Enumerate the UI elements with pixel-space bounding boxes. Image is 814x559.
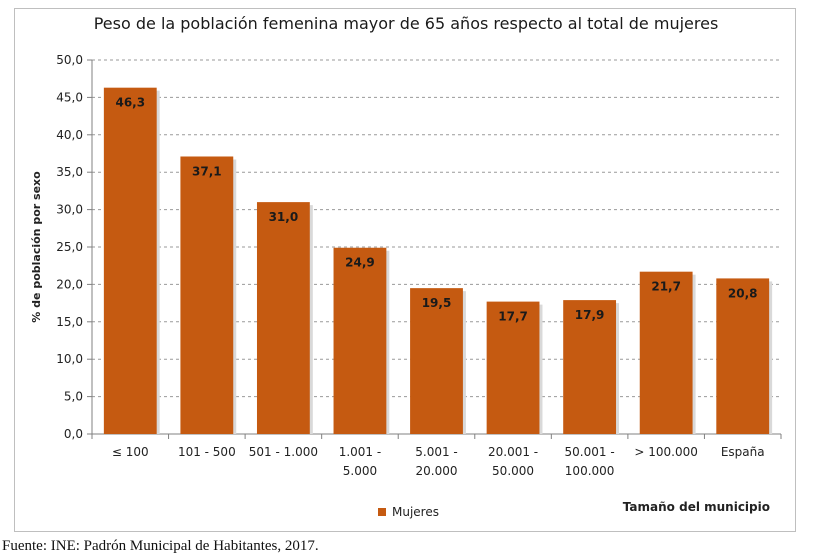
y-tick-label: 45,0 bbox=[56, 90, 83, 104]
data-label: 20,8 bbox=[728, 286, 758, 300]
x-tick-label: España bbox=[721, 445, 765, 459]
x-tick-label: 50.001 - bbox=[565, 445, 615, 459]
data-label: 37,1 bbox=[192, 164, 222, 178]
x-axis-title: Tamaño del municipio bbox=[622, 500, 770, 514]
bar bbox=[563, 300, 617, 434]
y-tick-label: 20,0 bbox=[56, 277, 83, 291]
x-tick-label: 100.000 bbox=[565, 464, 615, 478]
x-tick-label: > 100.000 bbox=[634, 445, 698, 459]
data-label: 24,9 bbox=[345, 256, 375, 270]
chart-title: Peso de la población femenina mayor de 6… bbox=[93, 14, 719, 33]
y-tick-label: 15,0 bbox=[56, 315, 83, 329]
y-tick-label: 0,0 bbox=[64, 427, 83, 441]
x-tick-label: 50.000 bbox=[492, 464, 534, 478]
legend-swatch-mujeres bbox=[378, 508, 386, 516]
data-label: 17,7 bbox=[498, 310, 528, 324]
bar bbox=[180, 156, 234, 434]
bar bbox=[486, 301, 540, 434]
bar bbox=[410, 288, 463, 434]
x-tick-label: 20.000 bbox=[416, 464, 458, 478]
x-tick-label: ≤ 100 bbox=[112, 445, 149, 459]
data-label: 19,5 bbox=[422, 296, 452, 310]
y-tick-label: 35,0 bbox=[56, 165, 83, 179]
bar bbox=[716, 278, 770, 434]
y-tick-label: 25,0 bbox=[56, 240, 83, 254]
legend: Mujeres bbox=[378, 505, 439, 519]
x-tick-label: 5.001 - bbox=[415, 445, 458, 459]
legend-label-mujeres: Mujeres bbox=[392, 505, 439, 519]
x-tick-label: 5.000 bbox=[343, 464, 377, 478]
x-tick-label: 1.001 - bbox=[339, 445, 382, 459]
bar bbox=[333, 247, 387, 434]
y-tick-label: 40,0 bbox=[56, 128, 83, 142]
data-label: 46,3 bbox=[115, 96, 145, 110]
data-label: 21,7 bbox=[651, 280, 681, 294]
y-tick-label: 50,0 bbox=[56, 53, 83, 67]
y-tick-label: 10,0 bbox=[56, 352, 83, 366]
bar bbox=[103, 87, 157, 435]
y-tick-label: 30,0 bbox=[56, 203, 83, 217]
x-tick-label: 101 - 500 bbox=[178, 445, 236, 459]
data-label: 17,9 bbox=[575, 308, 605, 322]
x-tick-label: 501 - 1.000 bbox=[249, 445, 318, 459]
x-tick-label: 20.001 - bbox=[488, 445, 538, 459]
source-note: Fuente: INE: Padrón Municipal de Habitan… bbox=[2, 538, 319, 554]
bar bbox=[256, 202, 310, 434]
data-label: 31,0 bbox=[269, 210, 299, 224]
y-tick-label: 5,0 bbox=[64, 390, 83, 404]
y-axis-title: % de población por sexo bbox=[30, 171, 43, 323]
bar bbox=[639, 271, 693, 434]
